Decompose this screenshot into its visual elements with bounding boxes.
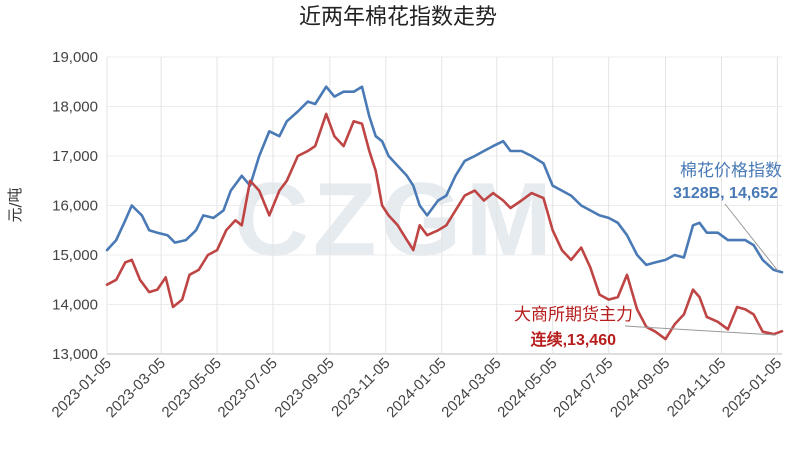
y-tick-label: 15,000 (52, 247, 98, 264)
y-tick-label: 16,000 (52, 198, 98, 215)
blue-series-value: 3128B, 14,652 (673, 185, 778, 202)
grid (106, 56, 782, 355)
watermark: CZGM (234, 162, 556, 278)
x-tick-label: 2024-07-05 (550, 355, 616, 421)
series-line-cotton-index (105, 85, 784, 274)
y-axis-label: 元/吨 (6, 187, 24, 222)
series-line-futures (105, 112, 784, 341)
x-tick-label: 2023-05-05 (159, 355, 225, 421)
red-leader-line (624, 325, 777, 336)
y-tick-label: 18,000 (52, 99, 98, 116)
y-tick-label: 19,000 (52, 49, 98, 66)
x-axis: 2023-01-052023-03-052023-05-052023-07-05… (49, 355, 786, 421)
y-tick-label: 13,000 (52, 346, 98, 363)
x-tick-label: 2023-09-05 (271, 355, 337, 421)
y-tick-label: 14,000 (52, 297, 98, 314)
red-series-value: 连续,13,460 (531, 330, 616, 349)
series-group (105, 85, 784, 341)
x-tick-label: 2024-05-05 (494, 355, 560, 421)
blue-series-label: 棉花价格指数 (680, 161, 782, 181)
red-series-label: 大商所期货主力 (514, 305, 633, 325)
y-tick-label: 17,000 (52, 148, 98, 165)
x-tick-label: 2023-07-05 (215, 355, 281, 421)
x-tick-label: 2024-03-05 (438, 355, 504, 421)
y-axis: 13,000 14,000 15,000 16,000 17,000 18,000 19,0… (52, 49, 98, 363)
chart-title: 近两年棉花指数走势 (299, 5, 497, 30)
blue-leader-line (724, 203, 779, 272)
x-tick-label: 2024-09-05 (607, 355, 673, 421)
x-tick-label: 2025-01-05 (719, 355, 785, 421)
